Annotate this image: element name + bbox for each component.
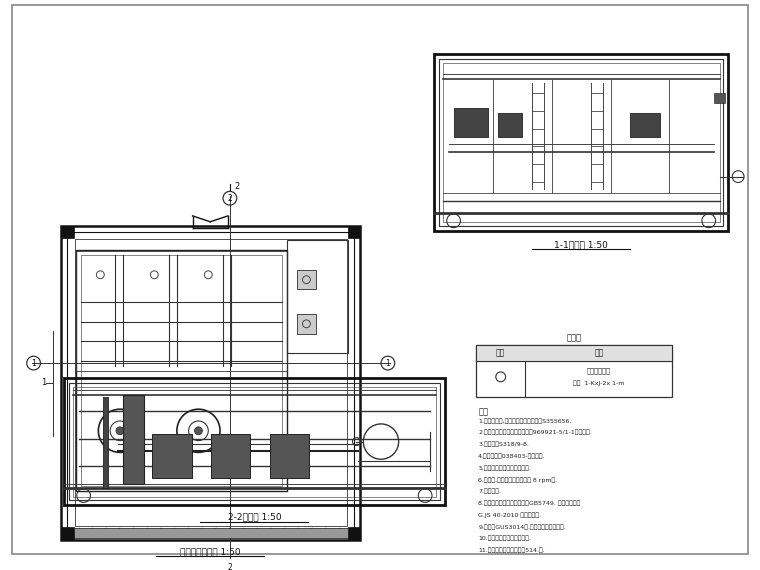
Bar bbox=[67, 231, 354, 534]
Bar bbox=[498, 113, 522, 137]
Bar bbox=[439, 59, 724, 226]
Bar bbox=[443, 63, 720, 222]
Bar bbox=[61, 527, 74, 540]
Text: 9.设备展GUS3014首.设备展查展平行管网.: 9.设备展GUS3014首.设备展查展平行管网. bbox=[478, 524, 566, 530]
Text: 7.设备模型.: 7.设备模型. bbox=[478, 488, 501, 494]
Text: 1-1剑面图 1:50: 1-1剑面图 1:50 bbox=[554, 240, 608, 249]
Bar bbox=[76, 250, 287, 491]
Bar bbox=[61, 226, 74, 238]
Text: 3.阀阀图号S318/9-8.: 3.阀阀图号S318/9-8. bbox=[478, 442, 529, 447]
Text: 水泵机组编号: 水泵机组编号 bbox=[587, 368, 611, 374]
Bar bbox=[714, 93, 725, 103]
Text: 4.屏蚌厂图号038403-《水泵》.: 4.屏蚌厂图号038403-《水泵》. bbox=[478, 453, 546, 459]
Bar bbox=[74, 239, 347, 526]
Bar bbox=[454, 108, 488, 137]
Bar bbox=[123, 396, 144, 484]
Bar bbox=[61, 226, 360, 540]
Bar bbox=[270, 434, 309, 478]
Text: 1: 1 bbox=[31, 359, 36, 368]
Bar bbox=[76, 251, 287, 371]
Bar bbox=[630, 113, 660, 137]
Bar bbox=[152, 434, 192, 478]
Bar bbox=[477, 345, 673, 361]
Bar bbox=[74, 528, 347, 538]
Text: 8.设备的封闭式搞典列表管道GB5749. 内箱设备模型: 8.设备的封闭式搞典列表管道GB5749. 内箱设备模型 bbox=[478, 500, 581, 506]
Text: 2: 2 bbox=[227, 563, 233, 570]
Text: 6.追十六.设备展平行繇紧调整 8 rpm内.: 6.追十六.设备展平行繇紧调整 8 rpm内. bbox=[478, 477, 557, 482]
Text: 1.设备安装前,首先核对地下管网图号S355656.: 1.设备安装前,首先核对地下管网图号S355656. bbox=[478, 418, 572, 424]
Text: 2: 2 bbox=[235, 182, 240, 191]
Bar bbox=[211, 434, 251, 478]
Circle shape bbox=[195, 427, 202, 435]
Text: 说明: 说明 bbox=[594, 349, 603, 358]
Bar bbox=[69, 382, 440, 500]
Text: 图例表: 图例表 bbox=[567, 333, 582, 342]
Bar bbox=[64, 378, 445, 506]
Text: 2.所有设备管道安装完毕后图号969921-5/1-1《内容》.: 2.所有设备管道安装完毕后图号969921-5/1-1《内容》. bbox=[478, 430, 592, 435]
Bar bbox=[477, 345, 673, 397]
Text: 2-2剑面图 1:50: 2-2剑面图 1:50 bbox=[227, 512, 281, 522]
Text: 型号  1-KxJ-2x 1-m: 型号 1-KxJ-2x 1-m bbox=[573, 380, 625, 385]
Text: 2: 2 bbox=[227, 194, 233, 203]
Text: 11.所有设备设备展安装展514.图.: 11.所有设备设备展安装展514.图. bbox=[478, 548, 545, 553]
Bar bbox=[103, 397, 108, 488]
Bar bbox=[347, 527, 360, 540]
Text: 1: 1 bbox=[41, 378, 46, 387]
Bar bbox=[296, 270, 316, 290]
Text: 1: 1 bbox=[385, 359, 390, 368]
Bar bbox=[73, 386, 436, 496]
Bar bbox=[296, 314, 316, 333]
Text: 符号: 符号 bbox=[496, 349, 505, 358]
Text: 给水泵房平面图 1:50: 给水泵房平面图 1:50 bbox=[180, 547, 241, 556]
Text: 5.设备安装时先安展平行管网.: 5.设备安装时先安展平行管网. bbox=[478, 465, 531, 471]
Bar bbox=[287, 241, 347, 353]
Text: 注明: 注明 bbox=[478, 407, 488, 416]
Bar bbox=[81, 255, 282, 486]
Text: 10.小工的设备设备展样式图.: 10.小工的设备设备展样式图. bbox=[478, 536, 531, 542]
Text: G.JS 40-2010 岁月图号报.: G.JS 40-2010 岁月图号报. bbox=[478, 512, 541, 518]
Circle shape bbox=[116, 427, 124, 435]
Bar bbox=[347, 226, 360, 238]
Bar bbox=[434, 54, 728, 231]
